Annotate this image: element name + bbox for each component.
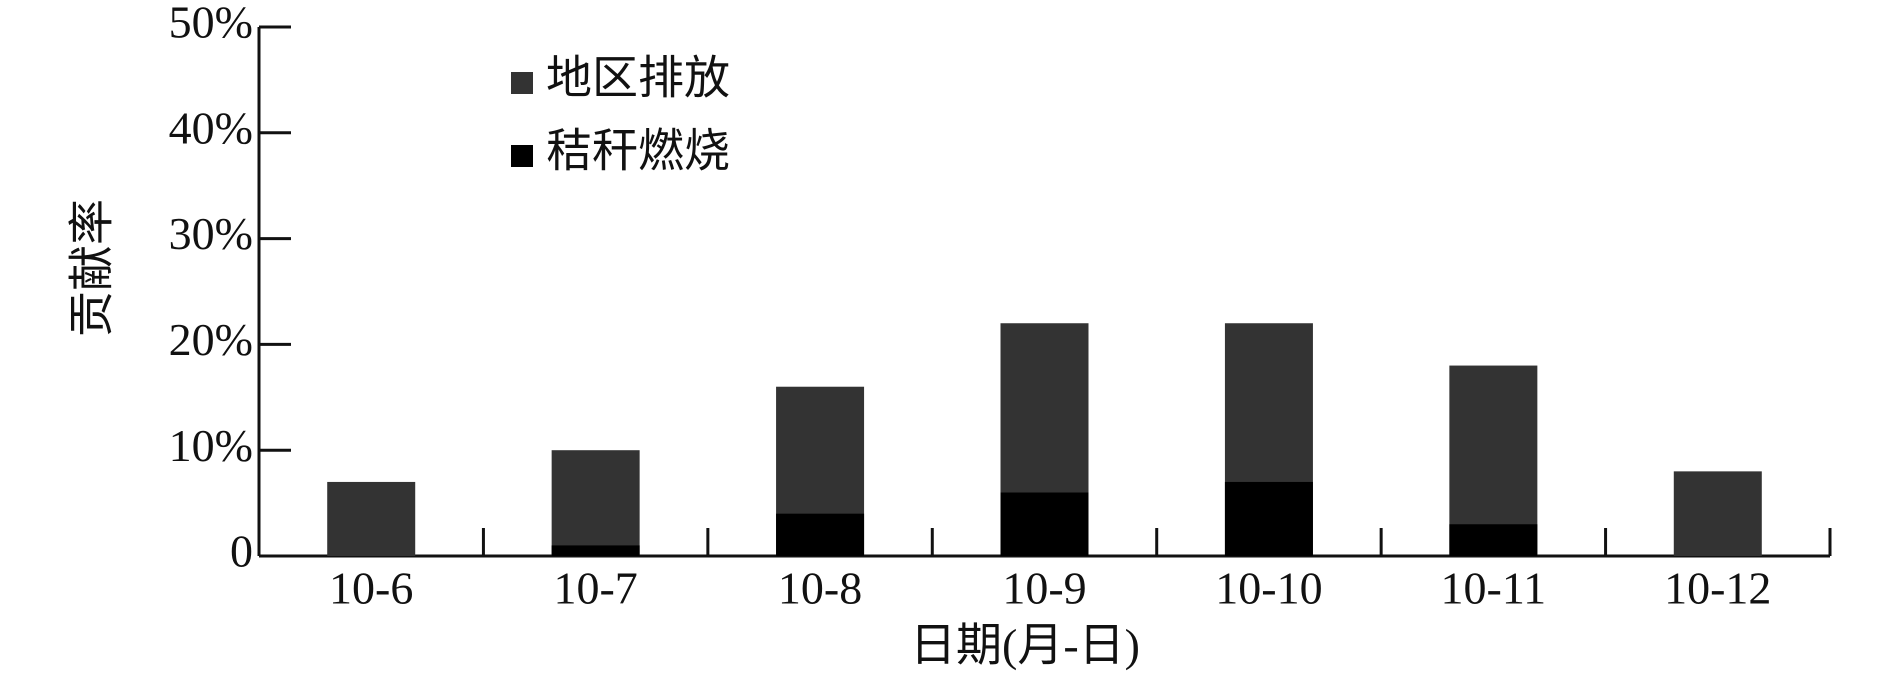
y-tick-label: 30% bbox=[169, 208, 253, 259]
y-tick-label: 40% bbox=[169, 102, 253, 153]
x-tick-label: 10-11 bbox=[1441, 563, 1547, 614]
y-tick-label: 0 bbox=[230, 526, 253, 577]
x-tick-label: 10-7 bbox=[553, 563, 637, 614]
bar bbox=[1673, 471, 1762, 556]
y-tick-label: 50% bbox=[169, 0, 253, 48]
legend-swatch bbox=[511, 145, 533, 167]
x-tick-label: 10-10 bbox=[1215, 563, 1322, 614]
y-tick-label: 20% bbox=[169, 314, 253, 365]
legend-label: 地区排放 bbox=[546, 53, 730, 104]
bar bbox=[1000, 492, 1089, 556]
y-tick-label: 10% bbox=[169, 420, 253, 471]
legend-label: 秸秆燃烧 bbox=[546, 126, 730, 177]
bar bbox=[327, 481, 416, 556]
x-tick-label: 10-12 bbox=[1664, 563, 1771, 614]
x-tick-label: 10-9 bbox=[1002, 563, 1086, 614]
bar bbox=[551, 450, 640, 556]
x-axis-label: 日期(月-日) bbox=[910, 620, 1140, 671]
bar bbox=[551, 545, 640, 556]
y-axis-label: 贡献率 bbox=[67, 199, 118, 337]
bar bbox=[1449, 524, 1538, 556]
x-tick-label: 10-8 bbox=[778, 563, 862, 614]
bar bbox=[1224, 481, 1313, 556]
bar bbox=[776, 513, 865, 556]
x-tick-label: 10-6 bbox=[329, 563, 413, 614]
legend-swatch bbox=[511, 72, 533, 94]
